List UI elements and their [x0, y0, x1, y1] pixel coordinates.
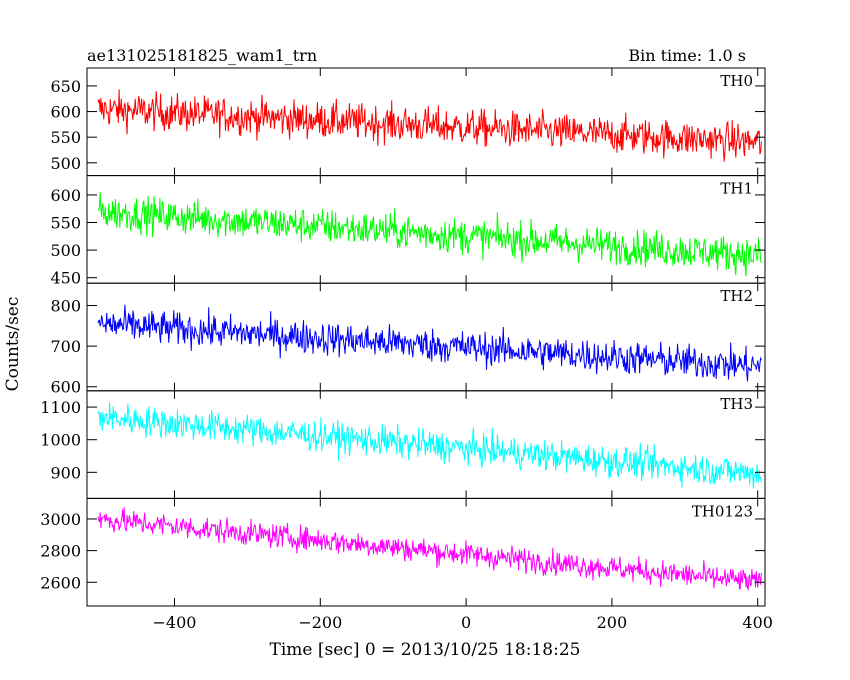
y-tick-label: 2800: [40, 542, 81, 561]
panel-th2: 600 700 800 TH2: [50, 282, 766, 397]
y-tick-label: 900: [50, 463, 81, 482]
y-tick-label: 2600: [40, 573, 81, 592]
panel-th1: 450 500 550 600 TH1: [50, 175, 766, 288]
series-line-th0: [97, 89, 762, 162]
chart-title: ae131025181825_wam1_trn: [87, 46, 317, 65]
panel-label: TH0: [720, 72, 753, 90]
panel-label: TH3: [720, 395, 753, 413]
panel-label: TH1: [720, 180, 753, 198]
y-tick-label: 500: [50, 154, 81, 173]
panel-label: TH2: [720, 287, 753, 305]
y-tick-label: 700: [50, 337, 81, 356]
y-tick-label: 800: [50, 297, 81, 316]
panel-th3: 900 1000 1100 TH3: [40, 390, 766, 499]
y-tick-label: 600: [50, 186, 81, 205]
y-tick-label: 550: [50, 128, 81, 147]
x-tick-label: −400: [153, 613, 197, 632]
series-line-th3: [97, 402, 762, 489]
x-axis-label: Time [sec] 0 = 2013/10/25 18:18:25: [270, 640, 581, 660]
x-tick-label: 200: [597, 613, 628, 632]
panel-label: TH0123: [692, 502, 753, 520]
panel-frame: [86, 497, 766, 607]
y-tick-label: 500: [50, 241, 81, 260]
y-axis-label: Counts/sec: [3, 297, 23, 392]
y-tick-label: 600: [50, 103, 81, 122]
x-tick-label: 0: [461, 613, 471, 632]
x-tick-label: 400: [742, 613, 773, 632]
y-tick-label: 1100: [40, 398, 81, 417]
panel-frame: [86, 175, 766, 284]
panel-th0: 500 550 600 650 TH0: [50, 67, 766, 177]
series-line-th2: [97, 304, 762, 382]
y-tick-label: 600: [50, 378, 81, 397]
y-tick-label: 650: [50, 77, 81, 96]
x-tick-label: −200: [298, 613, 342, 632]
series-line-th0123: [97, 507, 762, 591]
series-line-th1: [97, 191, 762, 277]
y-tick-label: 550: [50, 214, 81, 233]
x-axis: −400 −200 0 200 400: [153, 613, 773, 632]
y-tick-label: 1000: [40, 431, 81, 450]
y-tick-label: 450: [50, 269, 81, 288]
bin-time-label: Bin time: 1.0 s: [628, 46, 746, 65]
panel-th0123: 2600 2800 3000 TH0123: [40, 497, 766, 607]
panels-group: 500 550 600 650 TH0 450 500 550 600 TH1 600 700 800 T…: [40, 67, 766, 607]
y-tick-label: 3000: [40, 510, 81, 529]
